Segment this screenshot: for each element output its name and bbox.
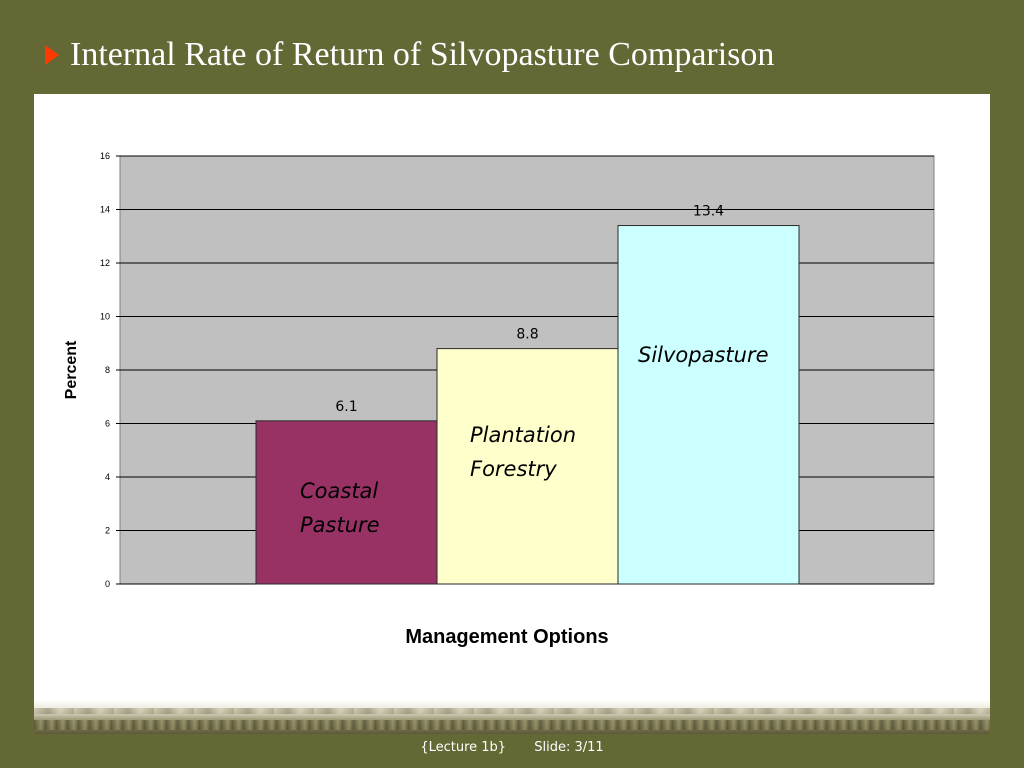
- x-axis-title: Management Options: [405, 626, 608, 648]
- grass-banner-image: [34, 700, 990, 734]
- category-label: Silvopasture: [638, 343, 769, 367]
- bar-chart: 0 2 4 6 8 10 12 14 16 6.1 8.8 13.4 Coastal Pasture Pla…: [63, 151, 935, 648]
- category-label-line: Plantation: [470, 423, 576, 447]
- bar-coastal-pasture: [255, 420, 438, 585]
- y-tick-label: 0: [105, 579, 110, 589]
- y-tick-label: 4: [105, 472, 110, 482]
- y-tick-label: 14: [100, 205, 110, 215]
- bullet-arrow-icon: [45, 45, 59, 65]
- footer-slide-number: Slide: 3/11: [534, 740, 604, 755]
- y-tick-label: 6: [105, 419, 110, 429]
- data-label: 6.1: [335, 399, 357, 415]
- title-bar: Internal Rate of Return of Silvopasture …: [0, 0, 1024, 92]
- y-tick-label: 10: [100, 312, 110, 322]
- y-tick-label: 2: [105, 526, 110, 536]
- slide-title: Internal Rate of Return of Silvopasture …: [70, 36, 775, 73]
- data-label: 13.4: [693, 204, 724, 220]
- bar-silvopasture: [617, 225, 800, 585]
- category-label-line: Silvopasture: [638, 343, 769, 367]
- footer-lecture: {Lecture 1b}: [420, 740, 507, 755]
- category-label: Plantation Forestry: [470, 423, 576, 481]
- y-axis-title: Percent: [63, 340, 80, 399]
- category-label-line: Coastal: [300, 479, 378, 503]
- slide-footer: {Lecture 1b} Slide: 3/11: [0, 740, 1024, 764]
- y-tick-label: 8: [105, 365, 110, 375]
- category-label-line: Pasture: [300, 513, 380, 537]
- data-label: 8.8: [516, 327, 538, 343]
- category-label-line: Forestry: [470, 457, 557, 481]
- category-label: Coastal Pasture: [300, 479, 380, 537]
- y-tick-label: 16: [100, 151, 110, 161]
- slide-content-panel: 0 2 4 6 8 10 12 14 16 6.1 8.8 13.4 Coastal Pasture Pla…: [34, 94, 990, 734]
- bar-plantation-forestry: [436, 348, 619, 585]
- y-tick-label: 12: [100, 258, 110, 268]
